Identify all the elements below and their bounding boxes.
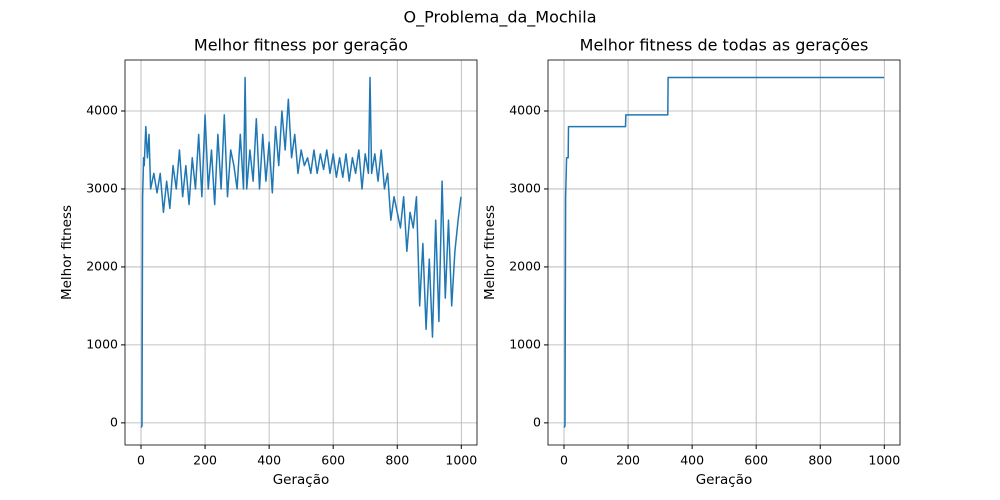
y-tick-label: 4000 — [509, 102, 541, 117]
axes-frame — [124, 59, 478, 446]
y-tick-label: 3000 — [509, 180, 541, 195]
x-tick-label: 0 — [560, 453, 568, 468]
chart-title: Melhor fitness de todas as gerações — [580, 36, 869, 55]
y-tick-label: 2000 — [509, 258, 541, 273]
y-tick-label: 2000 — [86, 258, 118, 273]
y-tick-label: 0 — [110, 414, 118, 429]
x-tick-label: 400 — [257, 453, 281, 468]
x-tick-label: 200 — [193, 453, 217, 468]
y-tick-label: 1000 — [509, 336, 541, 351]
y-tick-label: 1000 — [86, 336, 118, 351]
x-tick-label: 1000 — [445, 453, 477, 468]
y-axis-label: Melhor fitness — [59, 205, 75, 300]
line-series — [563, 76, 884, 428]
x-tick-label: 1000 — [868, 453, 900, 468]
x-tick-label: 200 — [616, 453, 640, 468]
line-series — [140, 76, 462, 428]
axes-frame — [547, 59, 901, 446]
y-tick-label: 0 — [533, 414, 541, 429]
chart-title: Melhor fitness por geração — [194, 36, 408, 55]
x-tick-label: 600 — [321, 453, 345, 468]
x-tick-label: 600 — [744, 453, 768, 468]
figure-title: O_Problema_da_Mochila — [404, 8, 597, 28]
y-tick-label: 3000 — [86, 180, 118, 195]
x-tick-label: 0 — [137, 453, 145, 468]
y-tick-label: 4000 — [86, 102, 118, 117]
x-tick-label: 800 — [385, 453, 409, 468]
x-tick-label: 400 — [680, 453, 704, 468]
x-axis-label: Geração — [273, 472, 330, 488]
y-axis-label: Melhor fitness — [482, 205, 498, 300]
x-tick-label: 800 — [808, 453, 832, 468]
x-axis-label: Geração — [696, 472, 753, 488]
